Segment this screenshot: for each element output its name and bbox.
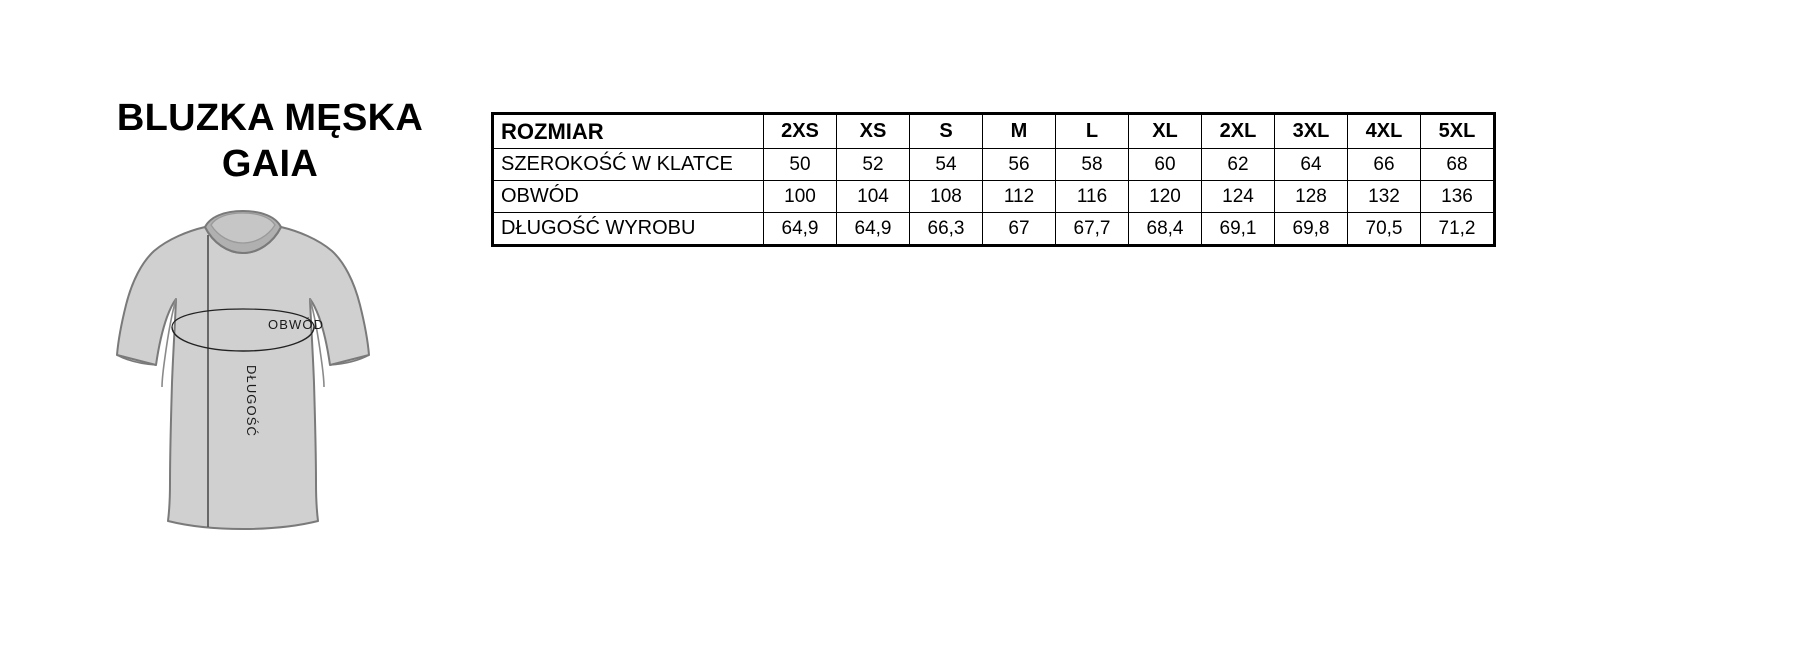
cell-product-length-3xl: 69,8	[1274, 212, 1348, 246]
header-size-4xl: 4XL	[1347, 113, 1421, 149]
cell-circumference-4xl: 132	[1347, 180, 1421, 213]
circumference-line-front	[171, 326, 315, 352]
table-header-row: ROZMIAR 2XS XS S M L XL 2XL 3XL 4XL 5XL	[492, 113, 1495, 149]
cell-circumference-m: 112	[982, 180, 1056, 213]
cell-product-length-2xs: 64,9	[763, 212, 837, 246]
cell-product-length-4xl: 70,5	[1347, 212, 1421, 246]
header-size-2xs: 2XS	[763, 113, 837, 149]
header-size-2xl: 2XL	[1201, 113, 1275, 149]
title-line-1: BLUZKA MĘSKA	[116, 97, 424, 139]
cell-product-length-2xl: 69,1	[1201, 212, 1275, 246]
size-table-container: ROZMIAR 2XS XS S M L XL 2XL 3XL 4XL 5XL …	[491, 112, 1496, 247]
tshirt-diagram: OBWÓD DŁUGOŚĆ	[110, 205, 430, 535]
header-size-l: L	[1055, 113, 1129, 149]
header-row-label: ROZMIAR	[492, 113, 764, 149]
shirt-body-shape	[116, 226, 370, 530]
cell-chest-width-m: 56	[982, 148, 1056, 181]
row-label-chest-width: SZEROKOŚĆ W KLATCE	[492, 148, 764, 181]
table-row-chest-width: SZEROKOŚĆ W KLATCE 50 52 54 56 58 60 62 …	[492, 148, 1495, 181]
cell-chest-width-3xl: 64	[1274, 148, 1348, 181]
cell-circumference-5xl: 136	[1420, 180, 1495, 213]
header-size-s: S	[909, 113, 983, 149]
title-line-2: GAIA	[221, 143, 319, 186]
shirt-sleeve-hem-right	[329, 354, 370, 366]
cell-chest-width-s: 54	[909, 148, 983, 181]
circumference-label: OBWÓD	[268, 317, 324, 332]
header-size-5xl: 5XL	[1420, 113, 1495, 149]
page-title: BLUZKA MĘSKA GAIA	[60, 95, 480, 188]
cell-circumference-s: 108	[909, 180, 983, 213]
cell-product-length-5xl: 71,2	[1420, 212, 1495, 246]
header-size-xl: XL	[1128, 113, 1202, 149]
shirt-sleeve-hem-left	[116, 354, 157, 366]
circumference-line-back-right	[242, 308, 315, 328]
table-row-circumference: OBWÓD 100 104 108 112 116 120 124 128 13…	[492, 180, 1495, 213]
cell-chest-width-2xs: 50	[763, 148, 837, 181]
cell-chest-width-l: 58	[1055, 148, 1129, 181]
cell-chest-width-2xl: 62	[1201, 148, 1275, 181]
cell-circumference-2xl: 124	[1201, 180, 1275, 213]
cell-circumference-xs: 104	[836, 180, 910, 213]
cell-chest-width-5xl: 68	[1420, 148, 1495, 181]
product-title-block: BLUZKA MĘSKA GAIA	[60, 95, 480, 188]
row-label-circumference: OBWÓD	[492, 180, 764, 213]
cell-circumference-xl: 120	[1128, 180, 1202, 213]
table-row-product-length: DŁUGOŚĆ WYROBU 64,9 64,9 66,3 67 67,7 68…	[492, 212, 1495, 246]
cell-circumference-2xs: 100	[763, 180, 837, 213]
cell-chest-width-4xl: 66	[1347, 148, 1421, 181]
header-size-m: M	[982, 113, 1056, 149]
cell-product-length-xs: 64,9	[836, 212, 910, 246]
cell-product-length-s: 66,3	[909, 212, 983, 246]
cell-circumference-3xl: 128	[1274, 180, 1348, 213]
shirt-collar-inner	[210, 212, 276, 244]
cell-product-length-xl: 68,4	[1128, 212, 1202, 246]
cell-product-length-l: 67,7	[1055, 212, 1129, 246]
cell-circumference-l: 116	[1055, 180, 1129, 213]
header-size-3xl: 3XL	[1274, 113, 1348, 149]
circumference-line-back-left	[171, 308, 244, 328]
cell-chest-width-xl: 60	[1128, 148, 1202, 181]
shirt-sleeve-seam-right	[309, 298, 325, 388]
length-label: DŁUGOŚĆ	[244, 365, 259, 437]
row-label-product-length: DŁUGOŚĆ WYROBU	[492, 212, 764, 246]
header-size-xs: XS	[836, 113, 910, 149]
size-table: ROZMIAR 2XS XS S M L XL 2XL 3XL 4XL 5XL …	[491, 112, 1496, 247]
shirt-sleeve-seam-left	[161, 298, 177, 388]
cell-product-length-m: 67	[982, 212, 1056, 246]
cell-chest-width-xs: 52	[836, 148, 910, 181]
